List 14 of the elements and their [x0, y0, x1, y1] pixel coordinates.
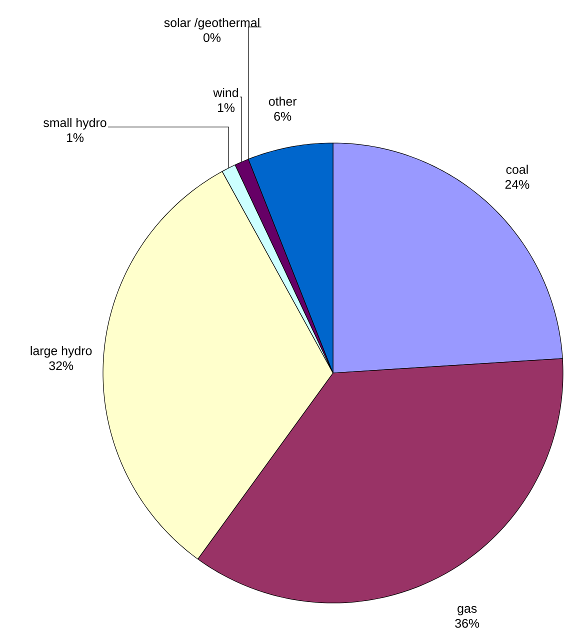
- data-label: 1%: [218, 103, 235, 112]
- slice-label: large hydro: [30, 346, 92, 358]
- category-label: solar /geothermal: [164, 18, 260, 30]
- data-label: 1%: [66, 133, 84, 142]
- slice-label: other: [268, 96, 297, 106]
- slice-label: coal: [506, 164, 528, 174]
- data-label: 6%: [274, 112, 292, 121]
- slice-label: gas: [458, 606, 477, 616]
- slice-label: wind: [213, 88, 238, 98]
- data-label: 24%: [505, 180, 530, 189]
- data-label: 36%: [455, 618, 480, 628]
- slice-label: small hydro: [44, 118, 106, 130]
- text: 0%: [203, 33, 221, 42]
- data-label: 32%: [49, 361, 74, 370]
